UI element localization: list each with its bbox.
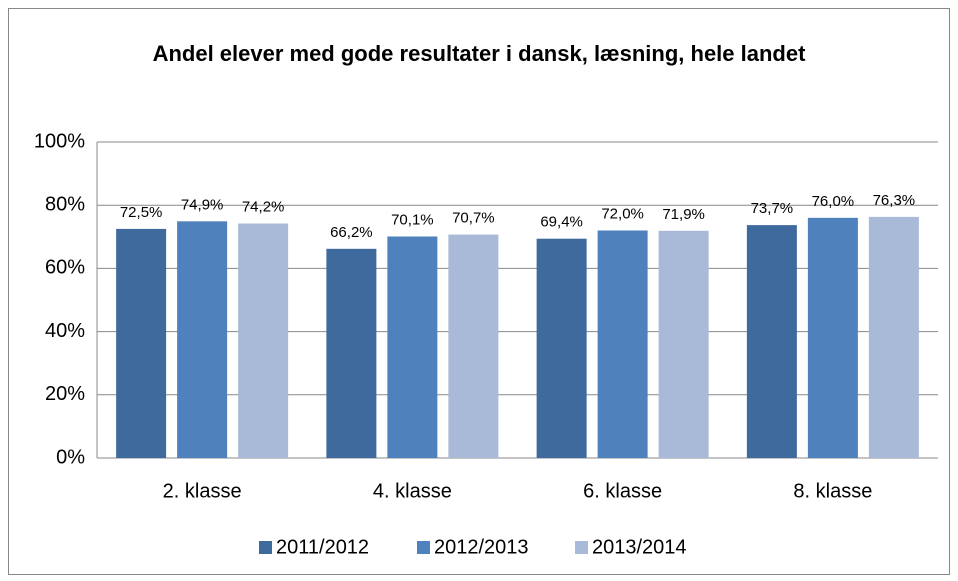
value-label: 70,7% — [452, 210, 495, 227]
legend-label: 2011/2012 — [276, 536, 369, 558]
legend-label: 2012/2013 — [434, 536, 529, 558]
bar — [597, 230, 648, 458]
value-label: 74,9% — [181, 196, 224, 213]
value-label: 72,5% — [120, 204, 163, 221]
y-tick-label: 60% — [45, 257, 85, 279]
y-tick-label: 80% — [45, 193, 85, 215]
bar — [746, 225, 797, 458]
value-label: 66,2% — [330, 224, 373, 241]
chart-title: Andel elever med gode resultater i dansk… — [152, 41, 806, 66]
bar — [658, 230, 709, 458]
bar — [536, 238, 587, 458]
y-tick-label: 20% — [45, 383, 85, 405]
legend-swatch — [417, 541, 430, 554]
bar — [238, 223, 289, 458]
y-tick-label: 100% — [34, 130, 85, 152]
bar — [807, 217, 858, 458]
legend-label: 2013/2014 — [592, 536, 687, 558]
bar — [177, 221, 228, 458]
value-label: 69,4% — [540, 214, 583, 231]
bar — [868, 216, 919, 458]
value-label: 70,1% — [391, 211, 434, 228]
y-tick-label: 0% — [56, 446, 85, 468]
bar — [116, 228, 167, 458]
x-tick-label: 8. klasse — [793, 480, 872, 502]
value-label: 71,9% — [662, 206, 705, 223]
bar — [387, 236, 438, 458]
y-tick-label: 40% — [45, 320, 85, 342]
value-label: 72,0% — [601, 205, 644, 222]
x-tick-label: 2. klasse — [163, 480, 242, 502]
value-label: 73,7% — [751, 200, 794, 217]
x-tick-label: 4. klasse — [373, 480, 452, 502]
legend-swatch — [259, 541, 272, 554]
value-label: 76,0% — [812, 193, 855, 210]
value-label: 76,3% — [873, 192, 916, 209]
legend-swatch — [575, 541, 588, 554]
x-tick-label: 6. klasse — [583, 480, 662, 502]
bar — [448, 234, 499, 458]
bar — [326, 248, 377, 458]
value-label: 74,2% — [242, 198, 285, 215]
